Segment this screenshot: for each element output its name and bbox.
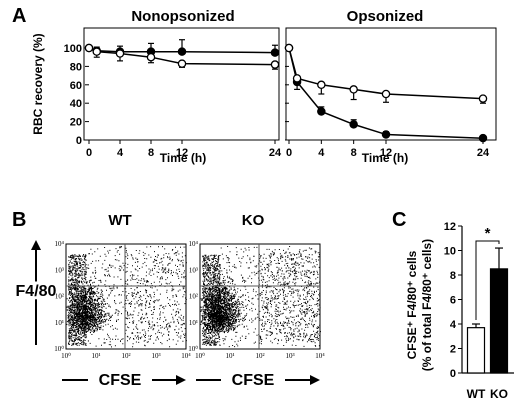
data-point <box>284 43 294 53</box>
data-point <box>92 47 102 56</box>
x-axis-label: Time (h) <box>160 151 206 165</box>
x-tick-label: 10³ <box>285 352 294 360</box>
data-point <box>478 133 488 143</box>
y-tick-label: 10⁴ <box>189 240 199 248</box>
flow-plots: WT KO F4/80 10⁰10⁰10¹10¹10²10²10³10³10⁴1… <box>13 212 326 389</box>
x-tick-label: 10¹ <box>225 352 234 360</box>
y-tick-label: 10 <box>444 246 456 258</box>
bar-chart: CFSE⁺ F4/80⁺ cells (% of total F4/80⁺ ce… <box>405 221 514 401</box>
chart-opsonized: Opsonized Time (h) 0 4 8 12 24 <box>284 8 497 165</box>
x-tick-label: 10⁰ <box>61 352 71 360</box>
y-tick-label: 10² <box>189 293 198 301</box>
scatter-points <box>66 246 187 348</box>
scatter-points <box>200 246 321 348</box>
plot-frame <box>285 27 497 141</box>
plot-area: 0 20 40 60 80 100 0 4 8 12 24 <box>64 39 282 159</box>
x-tick-label: 24 <box>269 147 282 159</box>
x-tick-label: 10⁴ <box>181 352 191 360</box>
y-tick-label: 6 <box>450 295 456 307</box>
data-point <box>349 85 358 94</box>
x-tick-label: 4 <box>318 147 325 159</box>
significance-bracket <box>475 240 500 320</box>
y-axis-label: RBC recovery (%) <box>31 33 45 134</box>
y-tick-label: 100 <box>64 43 82 55</box>
data-point <box>177 47 187 56</box>
data-point <box>177 59 187 68</box>
y-tick-label: 10³ <box>55 266 64 274</box>
data-point <box>146 52 156 62</box>
data-point <box>381 89 391 99</box>
bar <box>466 327 486 374</box>
data-point <box>84 43 94 53</box>
y-tick-label: 2 <box>450 344 456 356</box>
data-point <box>317 80 326 90</box>
significance-star: * <box>485 225 491 242</box>
category-label: WT <box>467 387 486 401</box>
y-tick-label: 10² <box>55 293 64 301</box>
x-tick-label: 10³ <box>151 352 160 360</box>
chart-title: Opsonized <box>347 8 424 25</box>
y-tick-label: 10¹ <box>55 319 64 327</box>
y-tick-label: 20 <box>70 117 82 129</box>
x-tick-label: 12 <box>380 147 392 159</box>
data-point <box>381 130 391 139</box>
x-tick-label: 0 <box>86 147 92 159</box>
chart-nonopsonized: Nonopsonized RBC recovery (%) Time (h) 0… <box>31 8 282 165</box>
y-tick-label: 12 <box>444 221 456 233</box>
data-point <box>270 60 280 69</box>
bar <box>489 268 509 374</box>
x-tick-label: 12 <box>176 147 188 159</box>
y-axis-label-line1: CFSE⁺ F4/80⁺ cells <box>405 250 419 359</box>
y-tick-label: 60 <box>70 80 82 92</box>
y-tick-label: 4 <box>450 319 457 331</box>
panel-letter-c: C <box>392 209 406 231</box>
data-point <box>317 107 326 116</box>
plot-area: 0 4 8 12 24 <box>284 43 490 159</box>
cfse-label-wt: CFSE <box>99 372 142 389</box>
y-tick-label: 10³ <box>189 266 198 274</box>
x-tick-label: 10² <box>121 352 130 360</box>
x-axis-label: Time (h) <box>362 151 408 165</box>
data-point <box>292 74 302 83</box>
category-label: KO <box>490 387 508 401</box>
y-tick-label: 80 <box>70 61 82 73</box>
data-point <box>349 120 358 129</box>
x-tick-label: 10⁰ <box>195 352 205 360</box>
data-point <box>270 48 280 57</box>
x-tick-label: 8 <box>351 147 357 159</box>
y-tick-label: 8 <box>450 270 456 282</box>
x-tick-label: 10⁴ <box>315 352 325 360</box>
y-tick-label: 10⁰ <box>188 345 198 353</box>
y-tick-label: 10¹ <box>189 319 198 327</box>
cfse-arrow-wt <box>62 375 186 385</box>
x-tick-label: 4 <box>117 147 124 159</box>
x-tick-label: 10¹ <box>91 352 100 360</box>
flow-title-wt: WT <box>108 212 131 229</box>
x-tick-label: 10² <box>255 352 264 360</box>
chart-title: Nonopsonized <box>131 8 234 25</box>
y-axis-label-line2: (% of total F4/80⁺ cells) <box>420 239 434 371</box>
data-point <box>478 94 488 103</box>
series-line <box>288 47 484 100</box>
x-tick-label: 24 <box>477 147 490 159</box>
x-tick-label: 0 <box>286 147 292 159</box>
panel-letter-a: A <box>12 5 26 27</box>
f480-arrow-head-icon <box>31 240 41 250</box>
y-tick-label: 40 <box>70 98 82 110</box>
f480-label: F4/80 <box>16 283 57 300</box>
y-tick-label: 0 <box>450 368 456 380</box>
panel-letter-b: B <box>12 209 26 231</box>
cfse-arrow-ko <box>196 375 320 385</box>
bar-plot-area: 0 2 4 6 8 10 12 WT KO * <box>444 221 514 401</box>
y-tick-label: 10⁴ <box>55 240 65 248</box>
y-tick-label: 10⁰ <box>54 345 64 353</box>
x-tick-label: 8 <box>148 147 154 159</box>
data-point <box>115 49 125 58</box>
flow-title-ko: KO <box>242 212 265 229</box>
y-tick-label: 0 <box>76 135 82 147</box>
cfse-label-ko: CFSE <box>232 372 275 389</box>
